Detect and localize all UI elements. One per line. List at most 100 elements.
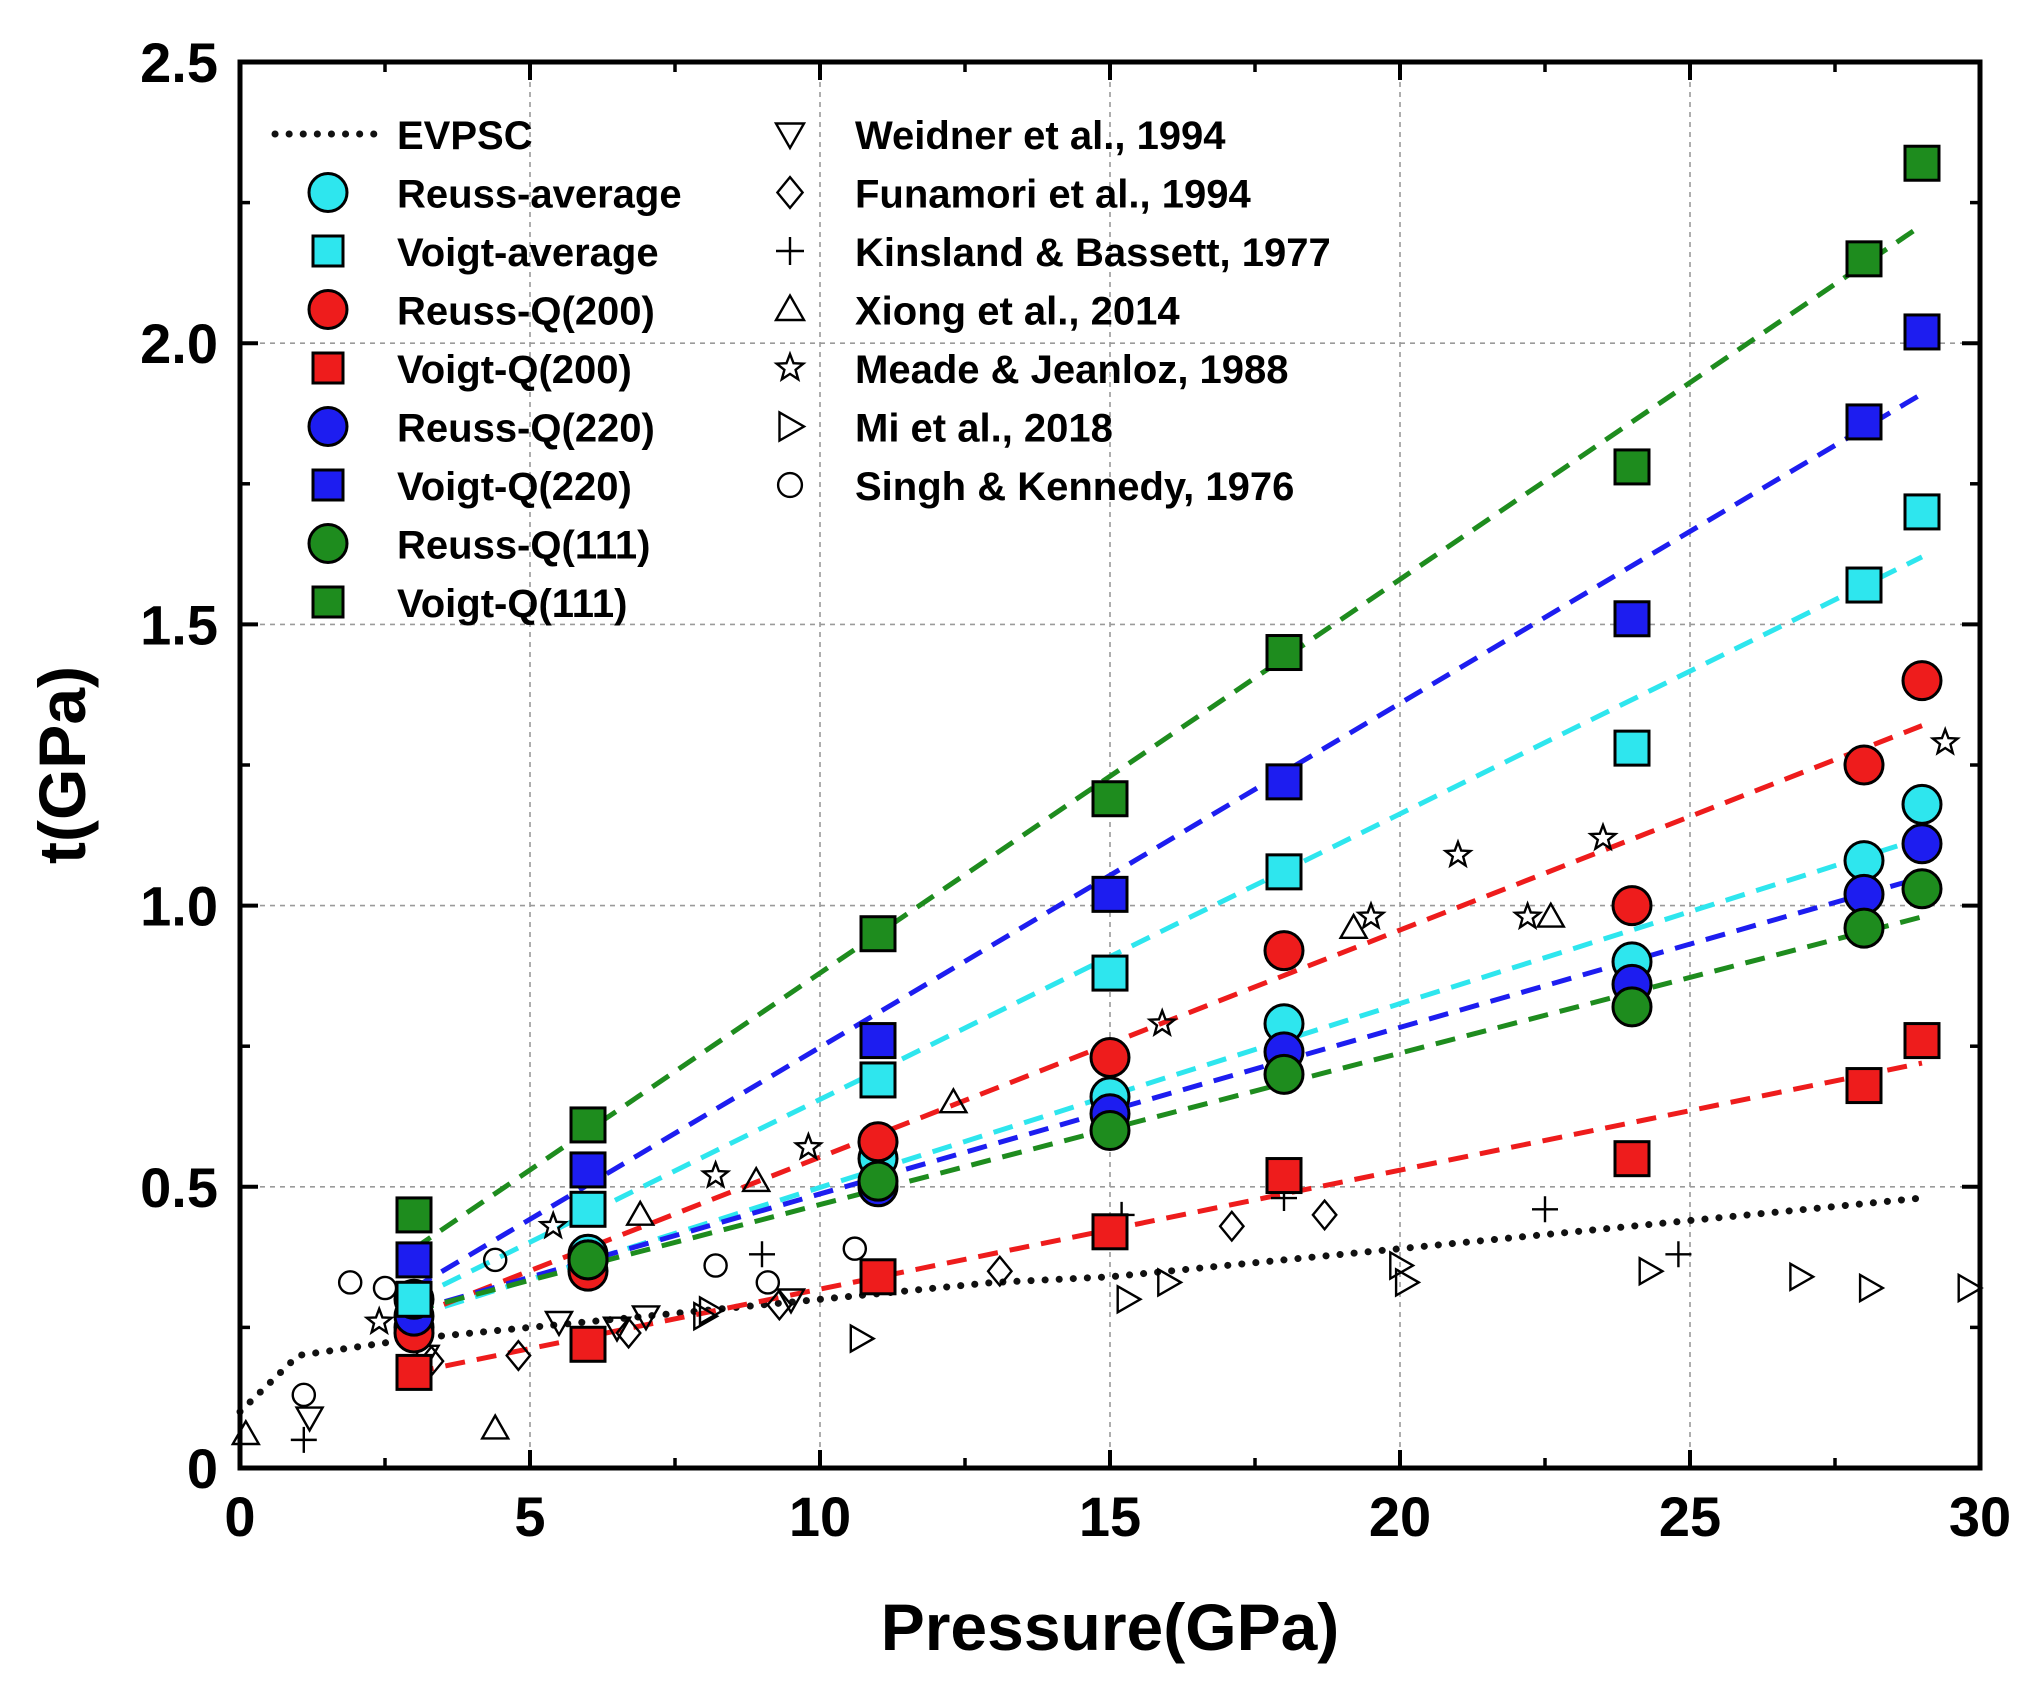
- legend-item-reuss-q-200: Reuss-Q(200): [307, 289, 655, 334]
- singh-kennedy-1976-point: [755, 1270, 781, 1295]
- legend-swatch: [307, 523, 349, 564]
- legend-label: Voigt-Q(111): [397, 582, 627, 626]
- kinsland-bassett-1977-point: [1665, 1241, 1692, 1268]
- meade-jeanloz-1988-point: [537, 1209, 569, 1240]
- reuss-q-200-point: [1901, 660, 1943, 702]
- reuss-q-111-fit-line: [413, 914, 1923, 1313]
- voigt-q-111-point: [1845, 240, 1883, 278]
- legend-item-singh-kennedy-1976: Singh & Kennedy, 1976: [776, 465, 1294, 509]
- legend-item-voigt-q-111: Voigt-Q(111): [311, 582, 627, 626]
- singh-kennedy-1976-point: [482, 1247, 508, 1273]
- weidner-et-al-1994-point: [630, 1305, 662, 1332]
- legend-item-weidner-et-al-1994: Weidner et al., 1994: [773, 114, 1226, 158]
- kinsland-bassett-1977-point: [290, 1426, 317, 1453]
- mi-et-al-2018-point: [698, 1295, 726, 1326]
- funamori-et-al-1994-point: [615, 1316, 642, 1350]
- voigt-q-200-point: [1845, 1067, 1883, 1105]
- funamori-et-al-1994-point: [766, 1288, 793, 1322]
- x-tick-label: 25: [1659, 1485, 1721, 1548]
- legend-swatch: [307, 289, 349, 330]
- legend-swatch: [311, 468, 345, 502]
- voigt-q-200-point: [569, 1325, 607, 1363]
- y-tick-label: 0: [187, 1437, 218, 1500]
- legend-swatch: [311, 234, 345, 268]
- reuss-q-220-fit-line: [413, 875, 1923, 1313]
- x-tick-label: 30: [1949, 1485, 2011, 1548]
- voigt-q-200-fit-line: [413, 1060, 1923, 1375]
- legend-item-xiong-et-al-2014: Xiong et al., 2014: [773, 290, 1180, 334]
- kinsland-bassett-1977-point: [1532, 1196, 1558, 1223]
- voigt-average-point: [1265, 853, 1303, 891]
- legend-label: Reuss-Q(111): [397, 524, 650, 568]
- xiong-et-al-2014-point: [938, 1086, 969, 1114]
- funamori-et-al-1994-point: [1311, 1198, 1338, 1232]
- legend-swatch: [773, 122, 807, 151]
- voigt-average-point: [1613, 729, 1651, 767]
- legend-swatch: [307, 406, 349, 447]
- meade-jeanloz-1988-point: [1929, 726, 1961, 756]
- reuss-q-111-point: [1843, 907, 1885, 949]
- legend-item-reuss-q-111: Reuss-Q(111): [307, 523, 650, 568]
- voigt-q-220-fit-line: [412, 391, 1924, 1291]
- x-tick-label: 0: [224, 1485, 255, 1548]
- x-tick-label: 5: [514, 1485, 545, 1548]
- legend-swatch: [775, 175, 805, 210]
- kinsland-bassett-1977-point: [749, 1241, 775, 1268]
- meade-jeanloz-1988-point: [1511, 900, 1544, 931]
- legend-swatch: [776, 471, 804, 499]
- y-tick-label: 1.5: [140, 593, 218, 656]
- voigt-average-point: [395, 1280, 433, 1318]
- y-tick-label: 1.0: [140, 875, 218, 938]
- voigt-q-220-point: [1265, 763, 1303, 801]
- legend-swatch: [773, 350, 807, 383]
- voigt-q-220-point: [1903, 313, 1941, 351]
- legend-label: Weidner et al., 1994: [855, 114, 1226, 158]
- voigt-q-220-point: [569, 1151, 607, 1189]
- voigt-q-111-point: [395, 1196, 433, 1234]
- meade-jeanloz-1988-point: [1442, 838, 1474, 869]
- reuss-q-200-point: [1263, 930, 1305, 972]
- voigt-q-220-point: [395, 1241, 433, 1279]
- legend-label: Kinsland & Bassett, 1977: [855, 231, 1331, 275]
- legend-label: Singh & Kennedy, 1976: [855, 465, 1294, 509]
- funamori-et-al-1994-point: [1218, 1210, 1246, 1243]
- reuss-q-200-point: [1611, 885, 1653, 927]
- legend-item-funamori-et-al-1994: Funamori et al., 1994: [775, 173, 1251, 217]
- xiong-et-al-2014-point: [480, 1413, 511, 1440]
- fit-lines-layer: [412, 223, 1924, 1375]
- y-tick-label: 0.5: [140, 1156, 218, 1219]
- mi-et-al-2018-point: [1858, 1272, 1886, 1304]
- legend-label: Xiong et al., 2014: [855, 290, 1180, 334]
- voigt-q-220-point: [859, 1022, 897, 1060]
- legend-label: Meade & Jeanloz, 1988: [855, 348, 1289, 392]
- legend-item-mi-et-al-2018: Mi et al., 2018: [778, 407, 1113, 451]
- voigt-q-200-point: [1613, 1140, 1651, 1178]
- reuss-q-111-point: [1263, 1053, 1305, 1095]
- singh-kennedy-1976-point: [842, 1236, 868, 1261]
- funamori-et-al-1994-point: [986, 1255, 1014, 1288]
- y-tick-label: 2.5: [140, 31, 218, 94]
- singh-kennedy-1976-point: [703, 1253, 728, 1278]
- mi-et-al-2018-point: [1116, 1284, 1143, 1315]
- reuss-q-200-point: [1843, 744, 1885, 786]
- x-tick-label: 10: [789, 1485, 851, 1548]
- voigt-q-111-point: [1903, 144, 1941, 182]
- legend-item-voigt-q-220: Voigt-Q(220): [311, 465, 632, 509]
- meade-jeanloz-1988-point: [1146, 1007, 1178, 1037]
- voigt-average-fit-line: [412, 554, 1924, 1302]
- weidner-et-al-1994-point: [601, 1316, 633, 1343]
- simulation-markers-layer: [393, 144, 1943, 1391]
- legend-label: Mi et al., 2018: [855, 407, 1113, 451]
- singh-kennedy-1976-point: [291, 1382, 317, 1408]
- legend-label: Reuss-average: [397, 173, 682, 217]
- legend-label: Reuss-Q(220): [397, 407, 655, 451]
- weidner-et-al-1994-point: [294, 1406, 325, 1433]
- mi-et-al-2018-point: [1957, 1272, 1984, 1304]
- legend-label: Voigt-average: [397, 231, 659, 275]
- voigt-q-200-point: [1265, 1157, 1303, 1195]
- xiong-et-al-2014-point: [1338, 912, 1369, 939]
- legend-swatch: [776, 237, 804, 265]
- voigt-q-111-fit-line: [412, 223, 1924, 1251]
